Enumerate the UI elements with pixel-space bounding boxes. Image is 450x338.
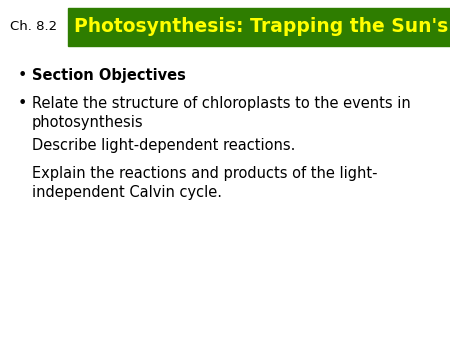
Text: Explain the reactions and products of the light-
independent Calvin cycle.: Explain the reactions and products of th… [32, 166, 378, 200]
FancyBboxPatch shape [68, 8, 450, 46]
Text: •: • [18, 68, 27, 83]
Text: Describe light-dependent reactions.: Describe light-dependent reactions. [32, 138, 295, 153]
Text: Photosynthesis: Trapping the Sun's Energy: Photosynthesis: Trapping the Sun's Energ… [74, 18, 450, 37]
Text: Section Objectives: Section Objectives [32, 68, 186, 83]
Text: Relate the structure of chloroplasts to the events in
photosynthesis: Relate the structure of chloroplasts to … [32, 96, 411, 129]
Text: •: • [18, 96, 27, 111]
Text: Ch. 8.2: Ch. 8.2 [10, 21, 57, 33]
